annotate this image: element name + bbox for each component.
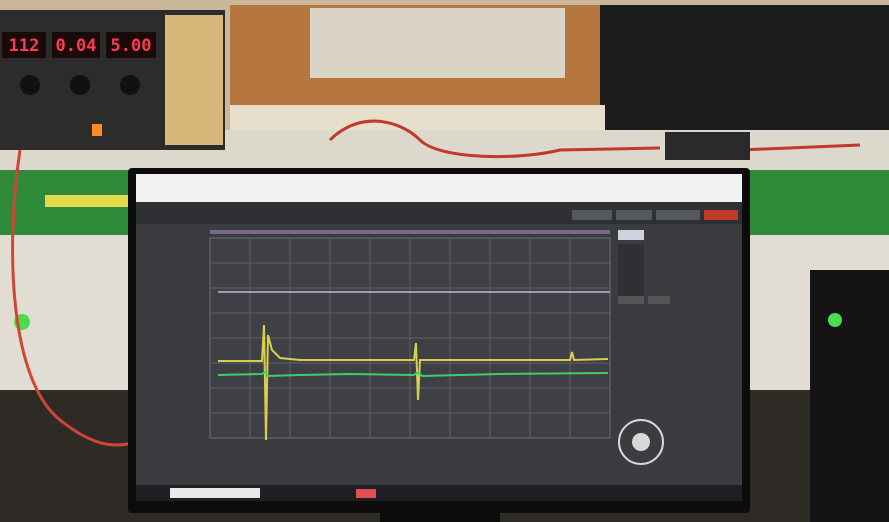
toolbar-button [616, 210, 652, 220]
search-box [170, 488, 260, 498]
green-led [828, 313, 842, 327]
dark-monitor-back [600, 5, 889, 135]
panel-button [618, 230, 644, 240]
toolbar-button [656, 210, 700, 220]
grid [210, 238, 610, 438]
toolbar-button [572, 210, 612, 220]
display-reading: 112 [9, 36, 40, 56]
display-reading: 0.04 [56, 36, 97, 56]
panel-button [618, 296, 644, 304]
window-blind [310, 8, 565, 78]
taskbar-icon [356, 489, 376, 498]
panel-button [648, 296, 670, 304]
indicator [92, 124, 102, 136]
panel-list [618, 244, 644, 302]
display [2, 32, 46, 58]
nav-center [632, 433, 650, 451]
toolbar-button [704, 210, 738, 220]
pc-tower [810, 270, 889, 522]
cable [739, 143, 861, 152]
power-supply-side [165, 15, 223, 145]
nav-wheel [618, 419, 664, 465]
trace-yellow [218, 324, 609, 441]
timeline [210, 230, 610, 234]
window-title-bar [136, 174, 742, 202]
shelf-label [45, 195, 130, 207]
taskbar [136, 485, 742, 501]
display-reading: 5.00 [111, 36, 152, 56]
oscilloscope-box [665, 132, 750, 160]
monitor-stand [380, 505, 500, 522]
display [106, 32, 156, 58]
trace-green [217, 370, 609, 378]
knob [120, 75, 140, 95]
knob [20, 75, 40, 95]
side-panel [618, 230, 670, 304]
knob [70, 75, 90, 95]
display [52, 32, 100, 58]
cable [328, 119, 661, 159]
cable [11, 149, 151, 447]
